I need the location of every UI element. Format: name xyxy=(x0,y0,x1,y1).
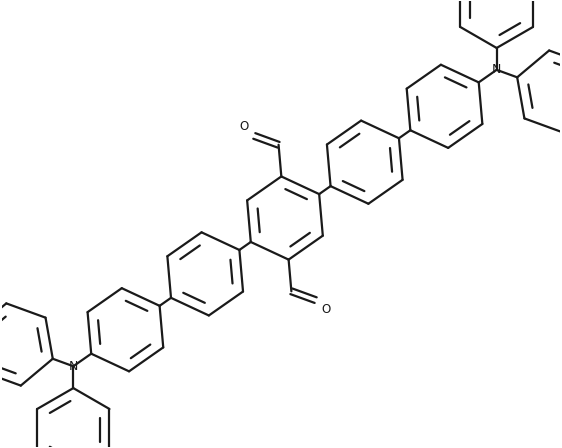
Text: O: O xyxy=(321,303,331,316)
Text: O: O xyxy=(239,120,248,133)
Text: N: N xyxy=(69,360,78,373)
Text: N: N xyxy=(492,63,501,76)
